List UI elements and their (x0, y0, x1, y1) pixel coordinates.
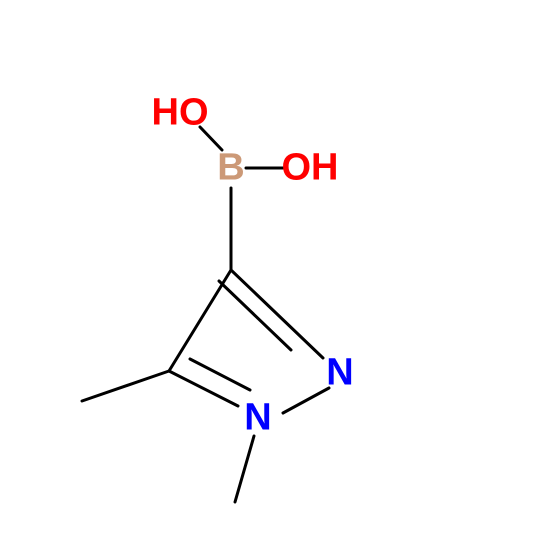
atom-OH_right: OH (282, 147, 339, 190)
bond (169, 371, 238, 406)
atom-B: B (217, 147, 244, 190)
bond (169, 270, 231, 371)
molecule-bonds (0, 0, 533, 533)
atom-N2: N (244, 397, 271, 440)
bond (82, 371, 169, 401)
bond (283, 388, 329, 413)
bond (235, 436, 254, 502)
atom-N1: N (326, 352, 353, 395)
atom-OH_left: HO (152, 92, 209, 135)
bond (231, 270, 323, 358)
